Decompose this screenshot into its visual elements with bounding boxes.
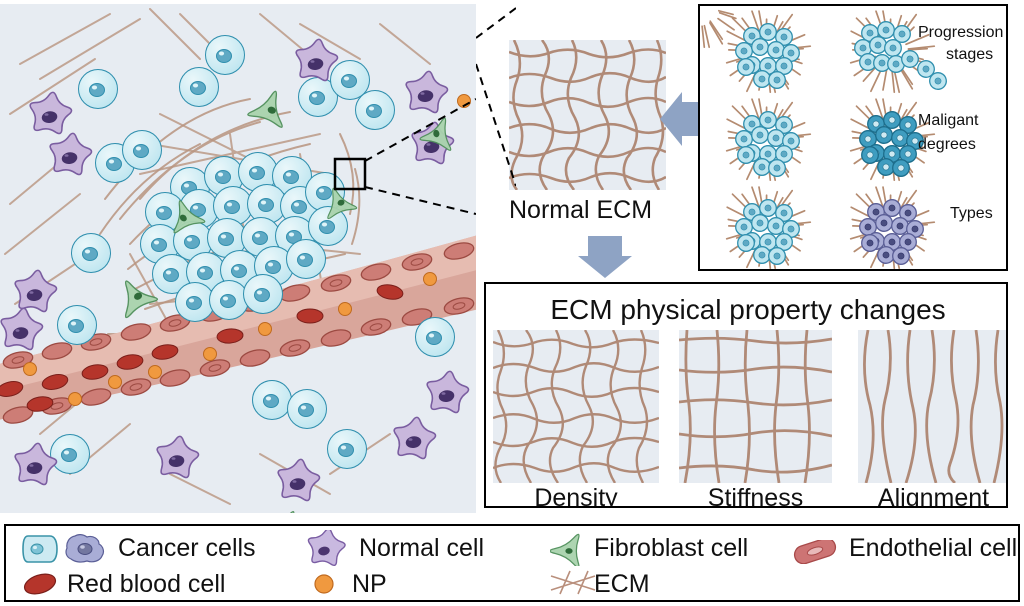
svg-text:degrees: degrees — [918, 136, 976, 153]
svg-text:stages: stages — [946, 46, 993, 63]
svg-text:Types: Types — [950, 205, 993, 222]
svg-text:Maligant: Maligant — [918, 112, 979, 129]
svg-text:Progression: Progression — [918, 24, 1003, 41]
